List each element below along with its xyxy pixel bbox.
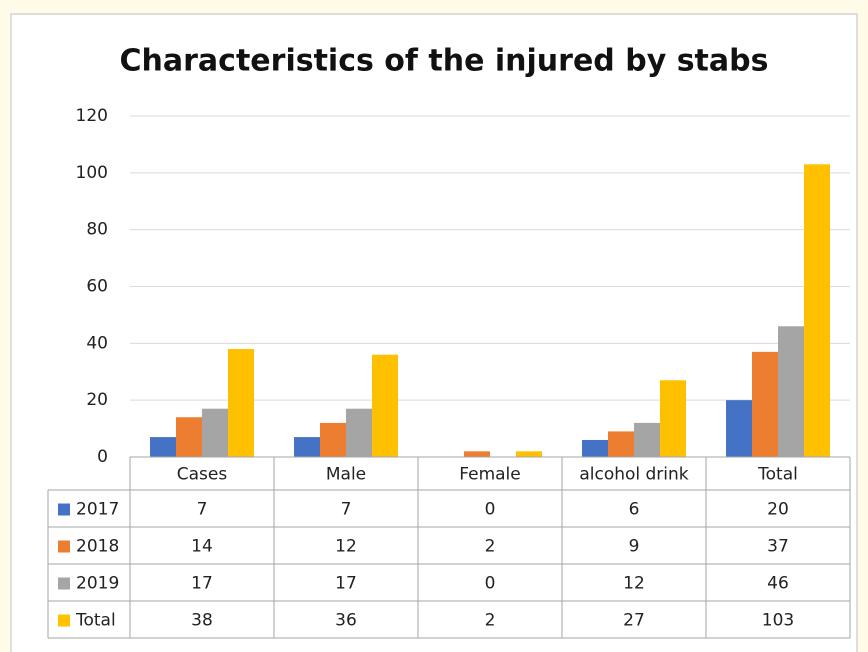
bar — [778, 326, 804, 457]
legend-key — [58, 540, 70, 553]
bar — [516, 451, 542, 457]
legend-label: 2018 — [76, 537, 119, 557]
table-value: 14 — [191, 537, 213, 557]
x-tick-label: alcohol drink — [579, 465, 688, 485]
bar — [294, 437, 320, 457]
table-value: 36 — [335, 611, 357, 631]
table-value: 6 — [629, 500, 640, 520]
table-value: 46 — [767, 574, 789, 594]
legend-label: 2017 — [76, 500, 119, 520]
chart-title: Characteristics of the injured by stabs — [120, 44, 769, 79]
bar — [752, 351, 778, 457]
bar — [372, 354, 398, 457]
table-value: 38 — [191, 611, 213, 631]
table-value: 103 — [762, 611, 794, 631]
bar — [150, 437, 176, 457]
y-tick-label: 60 — [86, 277, 108, 297]
x-tick-label: Female — [459, 465, 520, 485]
table-value: 2 — [485, 611, 496, 631]
y-tick-label: 120 — [76, 106, 108, 126]
x-tick-label: Cases — [177, 465, 228, 485]
bar — [320, 422, 346, 457]
table-value: 2 — [485, 537, 496, 557]
bar — [176, 417, 202, 457]
top-strip — [0, 0, 868, 14]
table-value: 0 — [485, 574, 496, 594]
bar — [608, 431, 634, 457]
chart-frame — [10, 13, 858, 652]
y-tick-label: 40 — [86, 333, 108, 353]
bar — [346, 408, 372, 457]
bar — [202, 408, 228, 457]
x-tick-label: Male — [326, 465, 366, 485]
table-value: 9 — [629, 537, 640, 557]
table-value: 17 — [191, 574, 213, 594]
table-value: 12 — [623, 574, 645, 594]
legend-key — [58, 503, 70, 516]
bar — [228, 349, 254, 457]
bar — [804, 164, 830, 457]
legend-label: 2019 — [76, 574, 119, 594]
bar — [726, 400, 752, 457]
bar — [464, 451, 490, 457]
bar — [660, 380, 686, 457]
table-value: 20 — [767, 500, 789, 520]
table-value: 7 — [197, 500, 208, 520]
bar — [582, 439, 608, 457]
table-value: 37 — [767, 537, 789, 557]
x-tick-label: Total — [757, 465, 798, 485]
y-tick-label: 0 — [97, 447, 108, 467]
legend-key — [58, 614, 70, 627]
table-value: 17 — [335, 574, 357, 594]
bar — [634, 422, 660, 457]
legend-label: Total — [75, 611, 116, 631]
y-tick-label: 20 — [86, 390, 108, 410]
y-tick-label: 100 — [76, 163, 108, 183]
table-value: 7 — [341, 500, 352, 520]
table-value: 12 — [335, 537, 357, 557]
legend-key — [58, 577, 70, 590]
table-value: 27 — [623, 611, 645, 631]
table-value: 0 — [485, 500, 496, 520]
y-tick-label: 80 — [86, 220, 108, 240]
